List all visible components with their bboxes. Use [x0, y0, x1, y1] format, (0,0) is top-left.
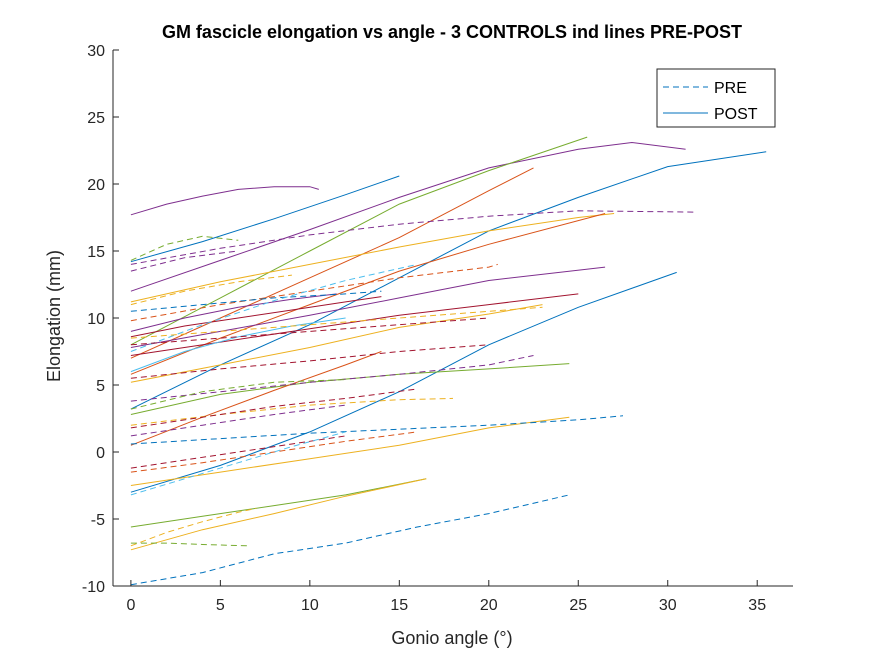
legend-pre-label: PRE [714, 80, 747, 97]
plot-area [113, 50, 793, 586]
pre-series-line [130, 290, 382, 312]
x-axis-label: Gonio angle (°) [391, 628, 512, 648]
post-series-line [130, 167, 534, 359]
chart-title: GM fascicle elongation vs angle - 3 CONT… [162, 22, 742, 42]
post-series-line [130, 304, 543, 383]
pre-series-line [130, 355, 534, 402]
post-series-line [130, 266, 606, 348]
pre-series-line [130, 435, 346, 469]
pre-series-line [130, 494, 570, 586]
x-tick-label: 25 [569, 597, 587, 614]
post-series-line [130, 141, 686, 292]
pre-series-line [130, 306, 543, 339]
y-tick-label: -10 [82, 579, 105, 596]
y-tick-label: 15 [87, 244, 105, 261]
pre-series-line [130, 404, 346, 437]
y-axis-label: Elongation (mm) [44, 250, 64, 382]
axes-layer: 0 5 10 15 20 25 30 35 -10 -5 0 5 10 15 20 25 30 [82, 43, 793, 614]
pre-series-line [130, 250, 239, 272]
pre-series-line [130, 263, 498, 322]
post-series-line [130, 136, 588, 346]
post-series-line [130, 478, 427, 528]
pre-series-line [130, 263, 418, 352]
y-tick-label: 20 [87, 177, 105, 194]
pre-series-line [130, 542, 248, 547]
pre-series-line [130, 431, 418, 473]
post-series-line [130, 213, 615, 303]
legend-post-label: POST [714, 106, 758, 123]
series-layer [130, 136, 767, 586]
post-series-line [130, 351, 382, 446]
post-series-line [130, 478, 427, 551]
x-tick-label: 30 [659, 597, 677, 614]
post-series-line [130, 293, 337, 332]
x-tick-label: 35 [748, 597, 766, 614]
pre-series-line [130, 397, 454, 426]
y-tick-label: 0 [96, 445, 105, 462]
x-tick-label: 10 [301, 597, 319, 614]
pre-series-line [130, 388, 418, 429]
y-tick-label: 30 [87, 43, 105, 60]
pre-series-line [130, 507, 257, 547]
y-tick-label: 25 [87, 110, 105, 127]
x-tick-label: 5 [216, 597, 225, 614]
pre-series-line [130, 210, 695, 265]
x-tick-label: 20 [480, 597, 498, 614]
legend-box [656, 68, 776, 128]
post-series-line [130, 416, 570, 486]
post-series-line [130, 317, 346, 373]
post-series-line [130, 293, 579, 356]
post-series-line [130, 151, 767, 410]
pre-series-line [130, 274, 292, 306]
legend: PRE POST [656, 68, 776, 128]
post-series-line [130, 296, 382, 338]
pre-series-line [130, 431, 346, 496]
post-series-line [130, 186, 319, 216]
y-tick-label: 10 [87, 311, 105, 328]
pre-series-line [130, 235, 239, 261]
x-tick-label: 15 [390, 597, 408, 614]
post-series-line [130, 175, 400, 263]
pre-series-line [130, 379, 346, 410]
y-tick-label: -5 [91, 512, 105, 529]
y-tick-label: 5 [96, 378, 105, 395]
x-tick-label: 0 [126, 597, 135, 614]
